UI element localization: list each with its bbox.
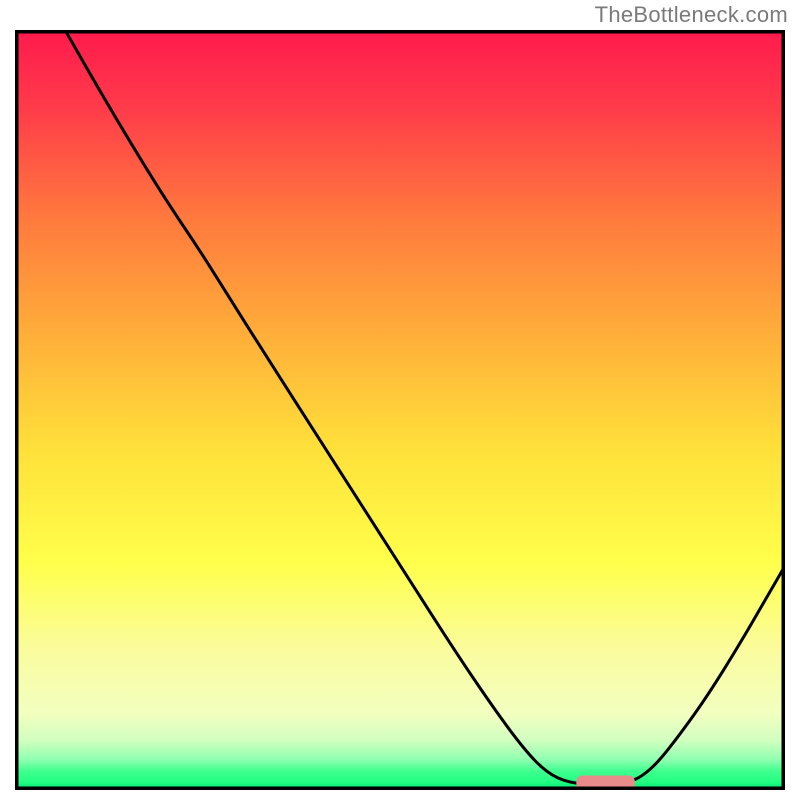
bottleneck-chart (15, 30, 785, 790)
chart-container: TheBottleneck.com (0, 0, 800, 800)
watermark-text: TheBottleneck.com (595, 2, 788, 28)
